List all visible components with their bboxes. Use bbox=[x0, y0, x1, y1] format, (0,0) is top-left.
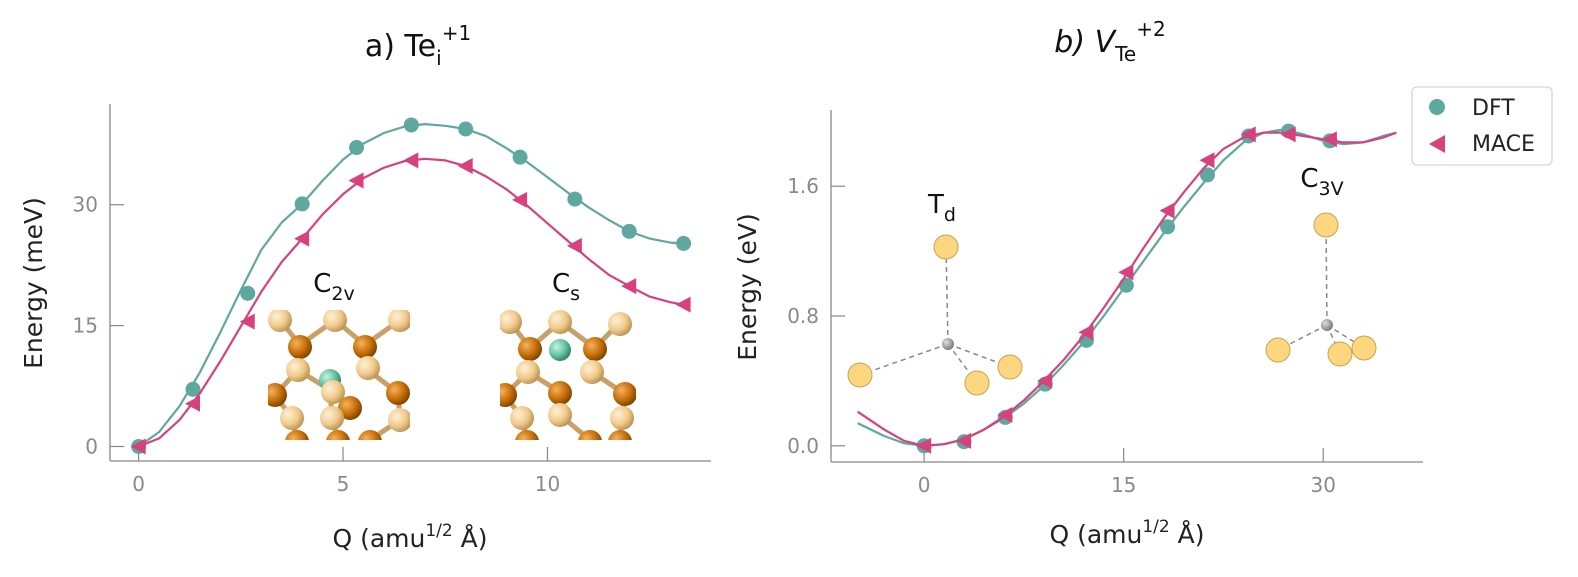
panel-a-mace-point bbox=[621, 278, 637, 295]
cs-structure-image bbox=[500, 310, 636, 440]
panel-a-dft-point bbox=[349, 140, 365, 156]
panel-a-dft-point bbox=[240, 285, 256, 301]
panel-b-xlabel: Q (amu1/2 Å) bbox=[1049, 517, 1204, 549]
panel-a-mace-point bbox=[239, 313, 255, 330]
panel-b-ytick-label: 0.8 bbox=[787, 304, 819, 328]
c3v-geometry-image bbox=[1265, 212, 1377, 367]
panel-b-mace-point bbox=[956, 432, 972, 449]
panel-a-xlabel: Q (amu1/2 Å) bbox=[332, 521, 487, 553]
panel-a-axes bbox=[109, 104, 711, 462]
panel-b-ylabel: Energy (eV) bbox=[733, 213, 762, 360]
panel-b-mace-curve bbox=[856, 131, 1397, 447]
panel-a-dft-point bbox=[294, 196, 310, 212]
panel-a-dft-point bbox=[403, 117, 419, 133]
panel-a-mace-point bbox=[566, 237, 582, 254]
panel-b-mace-point bbox=[1321, 131, 1337, 148]
panel-a-dft-point bbox=[185, 381, 201, 397]
panel-b-series bbox=[856, 123, 1397, 454]
panel-a-mace-point bbox=[294, 230, 310, 247]
td-geometry-image bbox=[847, 234, 1023, 396]
panel-a-mace-point bbox=[184, 395, 200, 412]
panel-b-mace-point bbox=[1078, 324, 1094, 341]
panel-b-mace-point bbox=[1240, 126, 1256, 143]
legend: DFT MACE bbox=[1411, 86, 1553, 166]
panel-b-ticks: 0 15 30 0.0 0.8 1.6 bbox=[787, 174, 1336, 497]
cs-label: Cs bbox=[552, 269, 580, 305]
panel-a: a) Tei+1 0 5 10 0 15 30 Q (amu1/2 Å) Energy (… bbox=[19, 21, 711, 553]
panel-a-mace-point bbox=[403, 152, 419, 169]
panel-b-ytick-label: 1.6 bbox=[787, 174, 819, 198]
legend-dft-marker bbox=[1429, 99, 1445, 115]
panel-a-dft-point bbox=[621, 223, 637, 239]
panel-a-xtick-label: 10 bbox=[535, 472, 560, 496]
panel-b: b) VTe+2 0 15 30 0.0 0.8 1.6 Q (amu1/2 Å) Ene… bbox=[733, 17, 1553, 549]
panel-b-ytick-label: 0.0 bbox=[787, 434, 819, 458]
panel-b-dft-point bbox=[1118, 277, 1134, 293]
panel-b-mace-point bbox=[1199, 152, 1215, 169]
panel-a-mace-point bbox=[457, 158, 473, 175]
panel-b-xtick-label: 0 bbox=[918, 473, 931, 497]
panel-b-mace-point bbox=[1280, 126, 1296, 143]
panel-a-xtick-label: 0 bbox=[132, 472, 145, 496]
panel-a-mace-point bbox=[130, 438, 146, 455]
panel-a-mace-curve bbox=[138, 157, 684, 448]
panel-b-xtick-label: 15 bbox=[1111, 473, 1136, 497]
legend-dft-label: DFT bbox=[1472, 96, 1515, 121]
panel-a-mace-point bbox=[675, 296, 691, 313]
panel-a-ticks: 0 5 10 0 15 30 bbox=[73, 193, 561, 496]
legend-mace-marker bbox=[1429, 135, 1445, 153]
panel-a-title: a) Tei+1 bbox=[365, 21, 471, 70]
panel-a-series bbox=[130, 117, 692, 455]
panel-a-dft-curve bbox=[137, 123, 684, 448]
panel-a-ytick-label: 30 bbox=[73, 193, 98, 217]
panel-a-ytick-label: 15 bbox=[73, 314, 98, 338]
legend-mace-label: MACE bbox=[1472, 132, 1535, 157]
panel-b-mace-point bbox=[997, 406, 1013, 423]
panel-b-title: b) VTe+2 bbox=[1054, 17, 1165, 66]
c2v-structure-image bbox=[268, 310, 410, 440]
panel-a-ytick-label: 0 bbox=[85, 434, 98, 458]
c3v-label: C3V bbox=[1300, 164, 1343, 200]
panel-b-mace-point bbox=[916, 437, 932, 454]
panel-b-dft-point bbox=[1160, 219, 1176, 235]
panel-b-mace-point bbox=[1159, 202, 1175, 219]
panel-a-mace-point bbox=[512, 191, 528, 208]
panel-b-xtick-label: 30 bbox=[1310, 473, 1335, 497]
td-label: Td bbox=[927, 190, 956, 226]
panel-a-ylabel: Energy (meV) bbox=[19, 197, 48, 369]
panel-b-dft-point bbox=[1199, 167, 1215, 183]
panel-b-mace-point bbox=[1118, 264, 1134, 281]
panel-a-dft-point bbox=[512, 149, 528, 165]
panel-a-dft-point bbox=[458, 121, 474, 137]
panel-a-mace-point bbox=[348, 172, 364, 189]
c2v-label: C2v bbox=[313, 269, 355, 305]
legend-box bbox=[1411, 86, 1553, 166]
panel-b-axes bbox=[830, 110, 1423, 463]
panel-a-dft-point bbox=[676, 235, 692, 251]
panel-a-xtick-label: 5 bbox=[337, 472, 350, 496]
panel-b-mace-point bbox=[1037, 372, 1053, 389]
panel-a-dft-point bbox=[567, 191, 583, 207]
